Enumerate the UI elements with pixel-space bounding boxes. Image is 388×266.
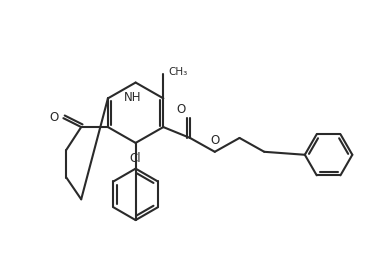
Text: Cl: Cl xyxy=(130,152,142,165)
Text: CH₃: CH₃ xyxy=(168,67,187,77)
Text: NH: NH xyxy=(124,92,141,105)
Text: O: O xyxy=(210,134,219,147)
Text: O: O xyxy=(49,111,59,124)
Text: O: O xyxy=(177,103,186,116)
